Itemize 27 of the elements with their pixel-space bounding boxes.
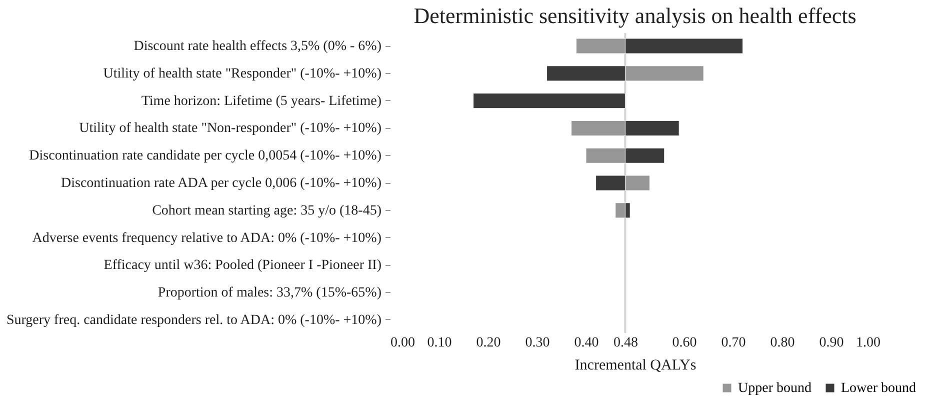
x-tick-label: 0.20 (476, 336, 501, 350)
legend-label: Lower bound (841, 381, 916, 396)
x-tick-label: 1.00 (856, 336, 880, 350)
y-tick-label: Discontinuation rate candidate per cycle 0,0054 (-10%- +10%) (29, 148, 382, 164)
y-tick-label: Discount rate health effects 3,5% (0% - 6%) (134, 39, 382, 54)
x-tick-label: 0.40 (574, 336, 599, 350)
x-tick-label: 0.90 (819, 336, 844, 350)
x-tick-label: 0.10 (427, 336, 452, 350)
y-tick-label: Discontinuation rate ADA per cycle 0,006 (-10%- +10%) (61, 176, 382, 191)
bar (473, 93, 626, 109)
x-tick-label: 0.00 (390, 336, 415, 350)
x-tick-label: 0.70 (721, 336, 746, 350)
x-tick-label: 0.80 (770, 336, 795, 350)
y-tick-label: Efficacy until w36: Pooled (Pioneer I -Pioneer II) (104, 258, 382, 274)
legend-label: Upper bound (738, 381, 812, 396)
x-tick-label: 0.60 (672, 336, 697, 350)
x-axis-title: Incremental QALYs (574, 358, 696, 374)
y-tick-label: Cohort mean starting age: 35 y/o (18-45) (152, 203, 382, 218)
y-tick-label: Utility of health state "Responder" (-10%- +10%) (103, 66, 382, 82)
x-tick-label: 0.30 (525, 336, 550, 350)
y-tick-label: Proportion of males: 33,7% (15%-65%) (158, 286, 382, 301)
chart-title: Deterministic sensitivity analysis on health effects (414, 3, 856, 28)
y-tick-label: Utility of health state "Non-responder" (-10%- +10%) (79, 121, 382, 136)
y-tick-label: Surgery freq. candidate responders rel. to ADA: 0% (-10%- +10%) (6, 312, 382, 328)
y-tick-label: Time horizon: Lifetime (5 years- Lifetime) (141, 94, 382, 109)
y-tick-label: Adverse events frequency relative to ADA: 0% (-10%- +10%) (32, 230, 382, 246)
x-tick-label: 0.48 (613, 336, 638, 350)
